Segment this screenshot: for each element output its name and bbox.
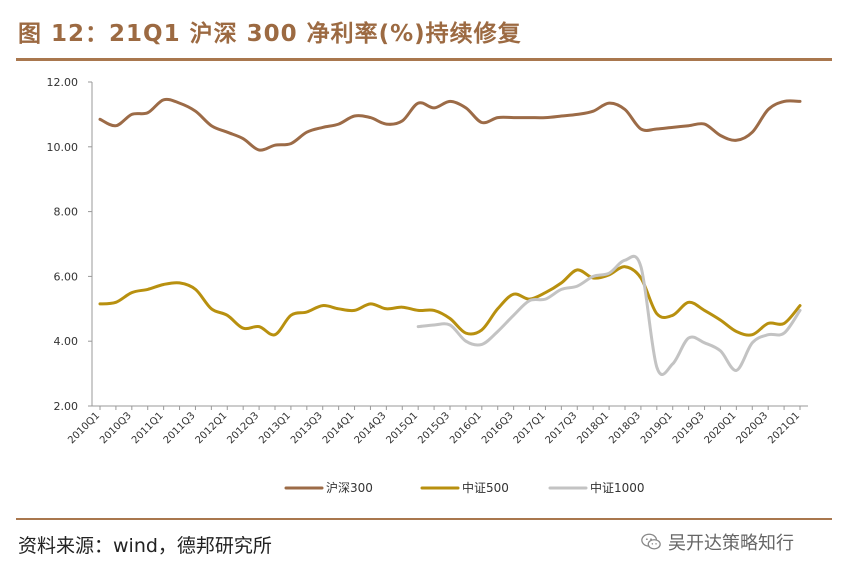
x-tick-label: 2010Q1 — [66, 410, 102, 446]
y-tick-label: 2.00 — [54, 400, 79, 413]
series-line-zz1000 — [416, 254, 802, 376]
x-tick-label: 2014Q3 — [353, 410, 389, 446]
x-tick-label: 2011Q3 — [162, 410, 198, 446]
x-tick-label: 2010Q3 — [98, 410, 134, 446]
y-tick-label: 10.00 — [47, 141, 79, 154]
chart-legend: 沪深300 中证500 中证1000 — [284, 480, 645, 495]
x-tick-label: 2013Q1 — [257, 410, 293, 446]
x-tick-label: 2017Q3 — [544, 410, 580, 446]
x-tick-label: 2020Q1 — [703, 410, 739, 446]
series-line-zz500 — [98, 265, 802, 337]
x-tick-label: 2012Q3 — [225, 410, 261, 446]
footer-divider — [16, 518, 832, 520]
watermark: 吴开达策略知行 — [640, 529, 794, 555]
chart-axes: 12.0010.008.006.004.002.002010Q12010Q320… — [47, 76, 808, 446]
x-tick-label: 2015Q3 — [416, 410, 452, 446]
legend-label: 沪深300 — [326, 481, 373, 495]
y-tick-label: 8.00 — [54, 206, 79, 219]
title-divider — [16, 58, 832, 61]
x-tick-label: 2013Q3 — [289, 410, 325, 446]
x-tick-label: 2014Q1 — [321, 410, 357, 446]
x-tick-label: 2018Q1 — [575, 410, 611, 446]
x-tick-label: 2017Q1 — [512, 410, 548, 446]
legend-label: 中证500 — [462, 480, 509, 495]
watermark-text: 吴开达策略知行 — [668, 533, 794, 554]
series-line-hs300 — [98, 97, 802, 152]
x-tick-label: 2016Q3 — [480, 410, 516, 446]
x-tick-label: 2011Q1 — [130, 410, 166, 446]
x-tick-label: 2012Q1 — [194, 410, 230, 446]
legend-label: 中证1000 — [590, 480, 645, 495]
y-tick-label: 4.00 — [54, 335, 79, 348]
x-tick-label: 2021Q1 — [766, 410, 802, 446]
y-tick-label: 12.00 — [47, 76, 79, 89]
y-tick-label: 6.00 — [54, 270, 79, 283]
wechat-icon — [641, 533, 661, 550]
x-tick-label: 2020Q3 — [734, 410, 770, 446]
x-tick-label: 2019Q3 — [671, 410, 707, 446]
chart-series-lines — [98, 97, 802, 376]
x-tick-label: 2018Q3 — [607, 410, 643, 446]
x-tick-label: 2016Q1 — [448, 410, 484, 446]
source-note: 资料来源：wind，德邦研究所 — [18, 535, 272, 557]
chart-title: 图 12：21Q1 沪深 300 净利率(%)持续修复 — [18, 21, 522, 47]
x-tick-label: 2019Q1 — [639, 410, 675, 446]
x-tick-label: 2015Q1 — [384, 410, 420, 446]
